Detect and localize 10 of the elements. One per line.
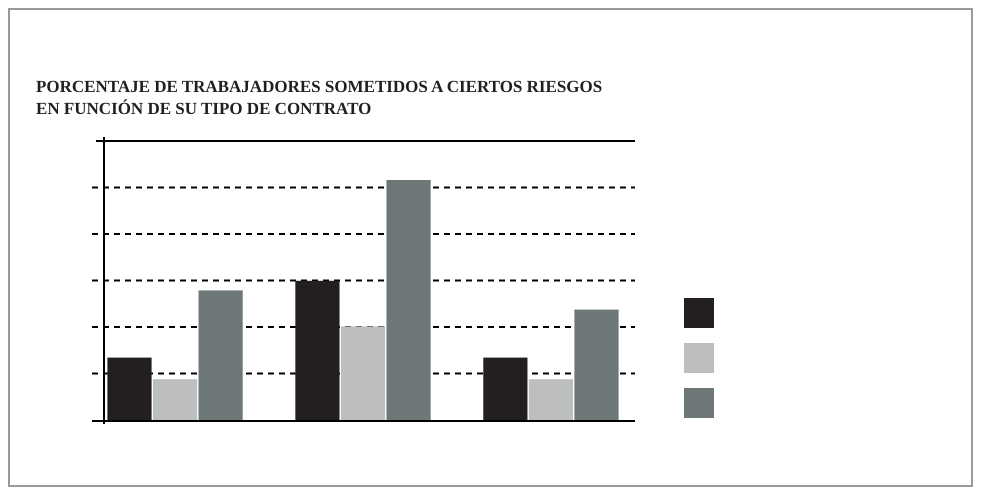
bar	[574, 310, 619, 420]
bar	[198, 290, 243, 420]
bar	[152, 379, 198, 420]
bar	[528, 379, 574, 420]
bar	[483, 358, 528, 420]
bar	[386, 180, 431, 420]
bar	[295, 280, 340, 420]
bar	[340, 326, 386, 420]
bar	[107, 358, 152, 420]
chart-title: PORCENTAJE DE TRABAJADORES SOMETIDOS A CIERTOS RIESGOS EN FUNCIÓN DE SU TIPO DE CONTRATO	[36, 77, 602, 118]
